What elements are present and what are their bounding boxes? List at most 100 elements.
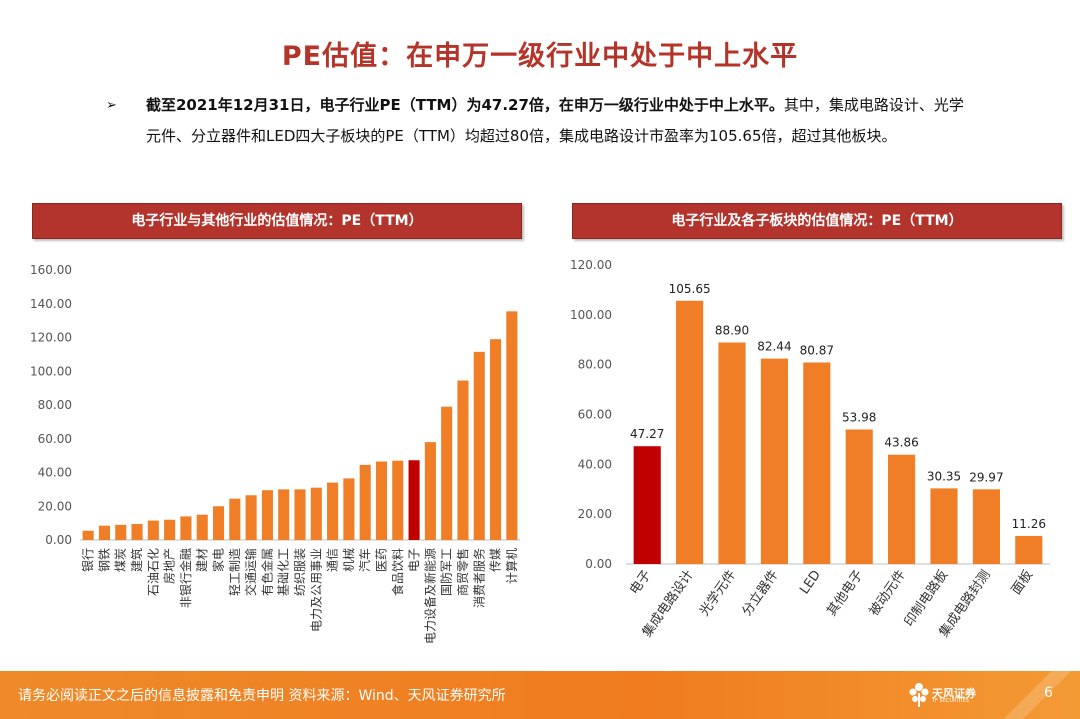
x-category-label: 非银行金融 [178, 548, 193, 608]
x-category-label: 银行 [81, 548, 95, 572]
y-tick-label: 80.00 [38, 398, 72, 412]
summary-bullet: ➢ 截至2021年12月31日，电子行业PE（TTM）为47.27倍，在申万一级… [106, 90, 976, 152]
x-category-label: 煤炭 [114, 548, 128, 572]
y-tick-label: 20.00 [578, 507, 612, 521]
bar [98, 525, 110, 540]
bar [212, 506, 225, 540]
bar [392, 460, 404, 540]
x-category-label: 商贸零售 [455, 548, 470, 596]
bar [278, 489, 290, 540]
bar [803, 362, 831, 564]
x-category-label: 房地产 [162, 548, 177, 584]
bar [343, 478, 355, 540]
summary-rest-text: 其中，集成电路设计、光学元件、分立器件和LED四大子板块的PE（TTM）均超过8… [146, 96, 964, 145]
bar [718, 342, 746, 564]
bar [164, 519, 176, 540]
x-category-label: 家电 [211, 548, 226, 572]
bar [359, 464, 371, 540]
y-tick-label: 40.00 [578, 457, 612, 471]
y-tick-label: 40.00 [38, 466, 72, 480]
summary-text: 截至2021年12月31日，电子行业PE（TTM）为47.27倍，在申万一级行业… [146, 90, 976, 152]
x-category-label: 汽车 [357, 548, 372, 572]
x-category-label: 通信 [326, 548, 340, 572]
data-label: 80.87 [800, 343, 834, 357]
x-category-label: 食品饮料 [390, 548, 405, 596]
data-label: 29.97 [969, 470, 1003, 484]
bar [760, 358, 788, 564]
y-tick-label: 0.00 [585, 557, 612, 571]
company-logo: 天风证券 TF SECURITIES [908, 681, 978, 711]
right-chart-title: 电子行业及各子板块的估值情况：PE（TTM） [572, 203, 1062, 239]
x-category-label: 电子 [407, 548, 421, 572]
y-tick-label: 120.00 [570, 258, 612, 272]
data-label: 105.65 [669, 282, 711, 296]
summary-bold-text: 截至2021年12月31日，电子行业PE（TTM）为47.27倍，在申万一级行业… [146, 96, 784, 114]
x-category-label: 光学元件 [696, 567, 739, 619]
footer-bar: 请务必阅读正文之后的信息披露和免责申明 资料来源：Wind、天风证券研究所 天风… [0, 671, 1080, 719]
flower-logo-icon [909, 683, 929, 707]
x-category-label: 有色金属 [259, 548, 274, 596]
bar [506, 311, 518, 540]
footer-disclaimer: 请务必阅读正文之后的信息披露和免责申明 资料来源：Wind、天风证券研究所 [18, 688, 506, 704]
x-category-label: 机械 [341, 548, 356, 572]
data-label: 11.26 [1012, 517, 1046, 531]
bar [196, 514, 208, 540]
data-label: 43.86 [884, 436, 918, 450]
x-category-label: 钢铁 [97, 548, 111, 572]
subsector-pe-chart: 0.00 20.00 40.00 60.00 80.00 100.00 120.00 47.2… [570, 258, 1050, 640]
x-category-label: 纺织服装 [293, 548, 307, 596]
bar [327, 482, 339, 540]
industry-pe-chart: 0.00 20.00 40.00 60.00 80.00 100.00 120.00 140.… [30, 263, 520, 644]
y-tick-label: 160.00 [30, 263, 72, 277]
bar [131, 523, 143, 540]
x-category-label: 被动元件 [867, 568, 909, 619]
footer-decoration [1000, 671, 1080, 719]
bar [261, 490, 273, 540]
page-title: PE估值：在申万一级行业中处于中上水平 [281, 41, 799, 72]
bar [676, 300, 704, 564]
y-tick-label: 120.00 [30, 331, 72, 345]
x-category-label: 电力设备及新能源 [422, 548, 437, 644]
bar [408, 460, 420, 540]
page-number: 6 [1044, 685, 1053, 701]
bar [229, 498, 241, 540]
bar [115, 524, 127, 540]
bar [490, 339, 502, 540]
bullet-arrow-icon: ➢ [106, 98, 117, 113]
bar [180, 516, 192, 540]
bar [930, 488, 958, 564]
bar [473, 351, 485, 540]
bar [441, 406, 453, 540]
bar [82, 530, 94, 540]
x-category-label: 建材 [195, 548, 209, 572]
bar [457, 380, 469, 540]
data-label: 47.27 [630, 427, 664, 441]
data-label: 30.35 [927, 469, 961, 483]
x-category-label: 国防军工 [439, 548, 454, 596]
x-category-label: 计算机 [504, 548, 519, 584]
bar [972, 489, 1000, 564]
x-category-label: 面板 [1009, 568, 1036, 598]
bar [888, 454, 916, 564]
bar [424, 442, 436, 540]
bar [1015, 535, 1043, 564]
bar [294, 489, 306, 540]
data-label: 82.44 [757, 340, 791, 354]
y-tick-label: 80.00 [578, 358, 612, 372]
x-category-label: LED [797, 568, 824, 597]
y-tick-label: 100.00 [30, 364, 72, 378]
data-label: 53.98 [842, 410, 876, 424]
x-category-label: 电子 [627, 568, 654, 598]
logo-subtext: TF SECURITIES [932, 698, 969, 704]
x-category-label: 建筑 [129, 548, 144, 572]
x-category-label: 传媒 [488, 548, 503, 572]
y-tick-label: 0.00 [45, 533, 72, 547]
x-category-label: 石油石化 [146, 548, 160, 596]
bar [845, 429, 873, 564]
y-tick-label: 60.00 [38, 432, 72, 446]
bar [147, 520, 159, 540]
x-category-label: 其他电子 [824, 568, 866, 619]
y-tick-label: 100.00 [570, 308, 612, 322]
x-category-label: 基础化工 [277, 548, 291, 596]
left-chart-title: 电子行业与其他行业的估值情况：PE（TTM） [32, 203, 522, 239]
